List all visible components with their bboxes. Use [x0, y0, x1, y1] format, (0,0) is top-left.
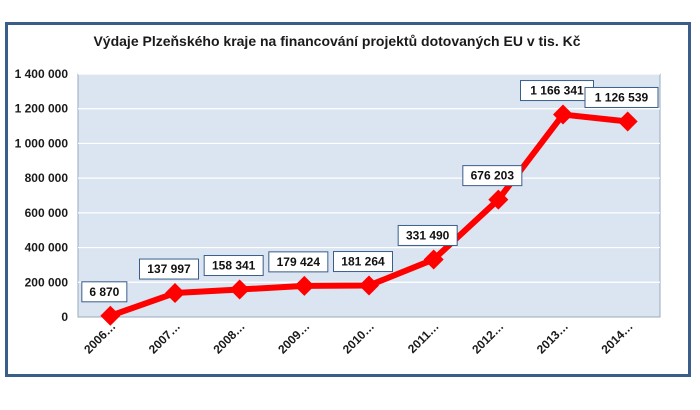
- x-tick-label: 2006…: [81, 319, 118, 356]
- data-label-box: [81, 281, 128, 303]
- data-label-box: [203, 255, 264, 277]
- data-label: 331 490: [397, 224, 458, 246]
- data-label-text: 676 203: [471, 169, 515, 183]
- data-label-text: 158 341: [212, 259, 256, 273]
- data-point: [165, 283, 185, 304]
- y-tick-label: 200 000: [25, 275, 69, 289]
- y-tick-label: 1 000 000: [15, 136, 69, 150]
- x-tick-label: 2012…: [469, 319, 506, 356]
- data-label-box: [139, 258, 199, 280]
- data-point: [553, 104, 573, 125]
- data-label-text: 331 490: [406, 228, 450, 242]
- data-label-box: [462, 165, 523, 187]
- y-tick-label: 0: [61, 310, 68, 324]
- data-label: 158 341: [203, 255, 264, 277]
- data-label-box: [397, 224, 458, 246]
- series-markers: [100, 104, 638, 326]
- data-label-text: 6 870: [89, 285, 119, 299]
- data-label: 1 126 539: [584, 86, 659, 108]
- data-label-box: [268, 251, 329, 273]
- y-tick-label: 400 000: [25, 241, 69, 255]
- y-axis: 0 200 000 400 000 600 000 800 000 1 000 000 1 …: [15, 67, 69, 324]
- data-point: [100, 305, 121, 326]
- data-label: 1 166 341: [520, 80, 594, 102]
- data-point: [294, 275, 315, 296]
- data-label: 179 424: [268, 251, 329, 273]
- y-tick-label: 1 400 000: [15, 67, 69, 81]
- x-tick-label: 2007…: [146, 319, 183, 356]
- x-tick-label: 2009…: [275, 319, 312, 356]
- data-labels: 6 870 137 997 158 341 179 424 181 264 331 490…: [81, 80, 659, 303]
- data-label-text: 137 997: [147, 262, 191, 276]
- x-tick-label: 2014…: [599, 319, 636, 356]
- y-tick-label: 600 000: [25, 206, 69, 220]
- data-label: 181 264: [333, 251, 393, 273]
- x-tick-label: 2008…: [211, 319, 248, 356]
- data-label-text: 179 424: [277, 255, 321, 269]
- data-label: 676 203: [462, 165, 523, 187]
- data-label: 6 870: [81, 281, 128, 303]
- data-point: [423, 249, 444, 270]
- x-tick-label: 2011…: [405, 319, 442, 356]
- gridlines: [78, 73, 660, 283]
- data-point: [229, 279, 250, 300]
- chart-title: Výdaje Plzeňského kraje na financování p…: [93, 33, 580, 49]
- y-tick-label: 800 000: [25, 171, 69, 185]
- data-point: [488, 189, 509, 210]
- data-label: 137 997: [139, 258, 199, 280]
- y-tick-label: 1 200 000: [15, 102, 69, 116]
- data-label-text: 1 166 341: [530, 84, 584, 98]
- data-label-box: [584, 86, 659, 108]
- x-axis: 2006… 2007… 2008… 2009… 2010… 2011… 2012… 2013……: [81, 319, 636, 356]
- x-tick-label: 2013…: [534, 319, 571, 356]
- data-label-box: [333, 251, 393, 273]
- data-label-text: 1 126 539: [595, 90, 649, 104]
- data-label-text: 181 264: [341, 255, 385, 269]
- data-point: [617, 111, 638, 132]
- x-tick-label: 2010…: [340, 319, 377, 356]
- data-point: [359, 275, 379, 296]
